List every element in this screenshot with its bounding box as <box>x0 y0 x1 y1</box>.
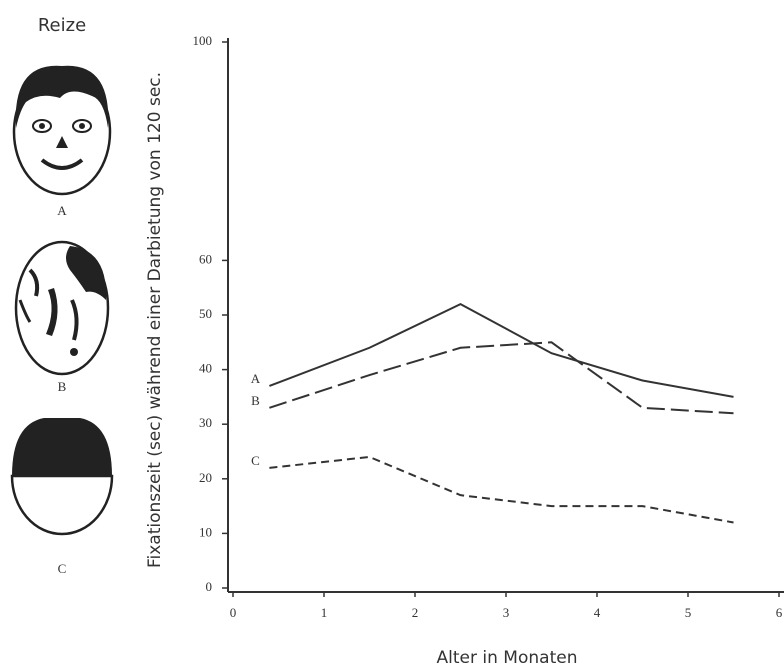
series-line <box>269 341 734 415</box>
series-line <box>269 455 734 524</box>
series-label: C <box>251 453 260 468</box>
y-tick-label: 0 <box>206 579 213 594</box>
x-tick-label: 1 <box>321 605 328 620</box>
x-tick-label: 3 <box>503 605 510 620</box>
stimulus-label: B <box>58 379 67 394</box>
y-tick-label: 50 <box>199 306 212 321</box>
y-tick-label: 60 <box>199 251 212 266</box>
face-b <box>14 240 110 376</box>
y-tick-label: 100 <box>193 33 213 48</box>
y-tick-label: 30 <box>199 415 212 430</box>
y-tick-label: 20 <box>199 470 212 485</box>
face-c <box>10 418 114 536</box>
x-tick-label: 2 <box>412 605 419 620</box>
y-axis-label: Fixationszeit (sec) während einer Darbie… <box>145 72 165 568</box>
stimuli-title: Reize <box>38 15 86 36</box>
x-tick-label: 0 <box>230 605 237 620</box>
x-axis-label: Alter in Monaten <box>437 648 578 668</box>
y-tick-label: 10 <box>199 524 212 539</box>
x-tick-label: 5 <box>685 605 692 620</box>
face-a <box>12 65 112 196</box>
x-tick-label: 4 <box>594 605 601 620</box>
series-line <box>269 302 734 398</box>
y-tick-label: 40 <box>199 361 212 376</box>
series-label: B <box>251 393 260 408</box>
x-tick-label: 6 <box>776 605 783 620</box>
stimulus-label: C <box>58 561 67 576</box>
series-label: A <box>251 371 261 386</box>
stimulus-label: A <box>57 203 67 218</box>
